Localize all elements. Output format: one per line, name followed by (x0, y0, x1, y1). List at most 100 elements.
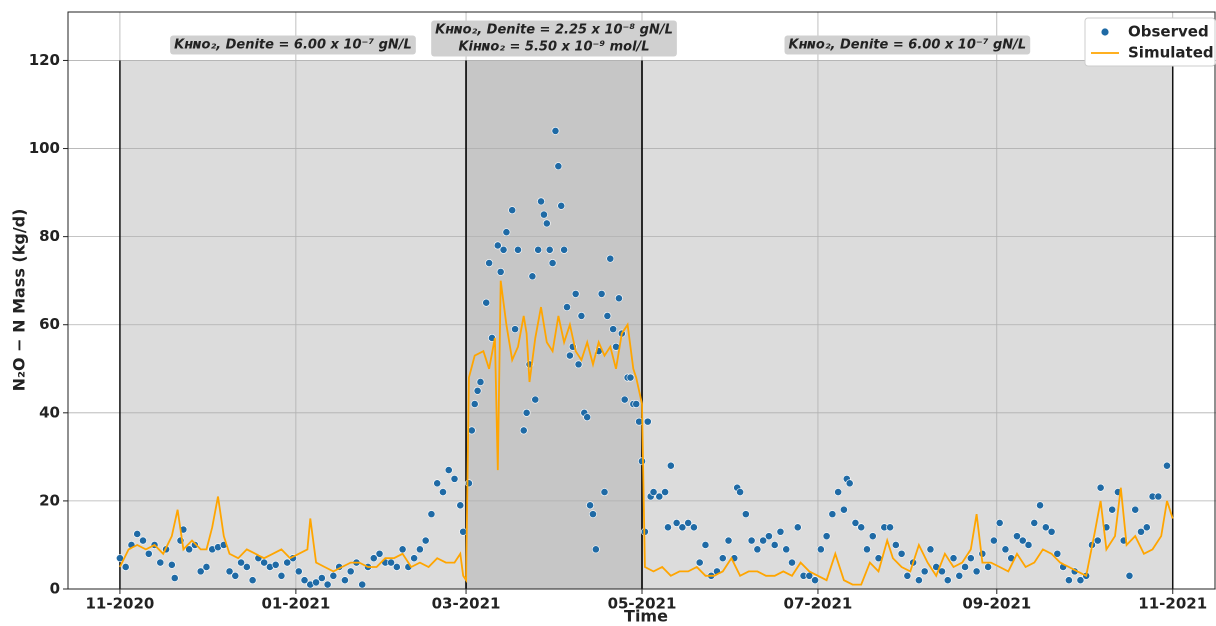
observed-point (545, 245, 554, 254)
observed-point (1096, 483, 1105, 492)
observed-point (542, 219, 551, 228)
observed-point (470, 400, 479, 408)
observed-point (277, 571, 286, 580)
simulated-line (119, 280, 1174, 586)
observed-point (514, 245, 522, 254)
observed-point (1163, 461, 1171, 470)
observed-point (1013, 532, 1021, 541)
region-label: Kʜɴᴏ₂, Denite = 6.00 x 10⁻⁷ gN/L (170, 35, 416, 55)
observed-point (1036, 501, 1044, 510)
observed-point (972, 567, 981, 576)
observed-point (225, 567, 234, 576)
observed-point (415, 545, 424, 554)
observed-point (643, 417, 652, 426)
observed-point (139, 536, 147, 545)
observed-point (248, 576, 257, 585)
x-tick-label: 11-2021 (1138, 595, 1207, 613)
region-label-box (784, 35, 1031, 55)
x-tick-label: 09-2021 (962, 595, 1031, 613)
y-tick-label: 120 (29, 51, 60, 69)
observed-point (851, 519, 860, 527)
observed-point (920, 567, 929, 576)
observed-point (185, 545, 194, 554)
observed-point (822, 532, 831, 541)
plot-frame (67, 11, 1216, 590)
legend: Observed Simulated (1084, 17, 1216, 67)
y-tick-label: 100 (29, 139, 60, 157)
region-label-text: Kʜɴᴏ₂, Denite = 2.25 x 10⁻⁸ gN/L (435, 23, 673, 38)
observed-point (202, 563, 211, 571)
observed-point (1047, 527, 1056, 536)
observed-point (995, 519, 1004, 527)
observed-point (589, 510, 597, 519)
observed-point (548, 259, 557, 267)
observed-point (531, 395, 540, 404)
observed-point (672, 519, 681, 527)
observed-point (410, 554, 419, 563)
observed-point (473, 386, 482, 395)
observed-point (271, 560, 280, 569)
observed-point (375, 549, 384, 558)
observed-point (718, 554, 727, 563)
observed-point (984, 563, 993, 571)
observed-point (695, 558, 704, 567)
observed-point (678, 523, 687, 532)
observed-point (1125, 571, 1134, 580)
observed-point (840, 505, 848, 514)
observed-point (897, 549, 906, 558)
observed-point (133, 530, 142, 538)
observed-point (496, 267, 505, 276)
observed-point (949, 554, 958, 563)
observed-point (609, 325, 618, 334)
observed-point (583, 413, 592, 422)
observed-point (196, 567, 205, 576)
observed-point (528, 272, 537, 281)
observed-point (571, 289, 580, 298)
observed-point (554, 162, 563, 171)
observed-point (450, 474, 459, 483)
observed-point (759, 536, 768, 545)
observed-point (467, 426, 476, 435)
region-label-box (170, 35, 416, 55)
observed-point (476, 378, 485, 386)
legend-label: Observed (1128, 23, 1209, 41)
y-tick-label: 60 (39, 315, 60, 333)
y-axis-label: N₂O − N Mass (kg/d) (10, 209, 29, 392)
observed-point (690, 523, 698, 532)
observed-point (747, 536, 756, 545)
observed-point (231, 571, 240, 580)
observed-point (701, 541, 710, 549)
observed-point (156, 558, 165, 567)
observed-point (666, 461, 675, 470)
observed-point (886, 523, 894, 532)
observed-point (816, 545, 825, 554)
observed-point (398, 545, 407, 554)
observed-point (439, 488, 447, 496)
observed-point (828, 510, 837, 519)
observed-point (649, 488, 658, 496)
observed-point (603, 312, 612, 320)
observed-point (845, 479, 854, 488)
observed-point (891, 541, 900, 549)
x-tick-label: 03-2021 (432, 595, 501, 613)
observed-point (966, 554, 975, 563)
x-tick-label: 01-2021 (261, 595, 330, 613)
observed-point (456, 501, 465, 510)
observed-point (1041, 523, 1050, 532)
region-label-text: Kiʜɴᴏ₂ = 5.50 x 10⁻⁹ mol/L (458, 40, 649, 55)
observed-point (1024, 541, 1033, 549)
observed-point (626, 373, 635, 382)
observed-point (741, 510, 750, 519)
observed-point (1108, 505, 1117, 514)
observed-point (560, 245, 569, 254)
legend-box (1084, 17, 1216, 67)
observed-point (294, 567, 303, 576)
observed-point (577, 312, 586, 320)
observed-point (563, 303, 571, 312)
observed-point (465, 479, 473, 488)
observed-point (300, 576, 309, 585)
observed-point (961, 563, 969, 571)
observed-point (341, 576, 349, 585)
legend-label: Simulated (1128, 44, 1214, 62)
